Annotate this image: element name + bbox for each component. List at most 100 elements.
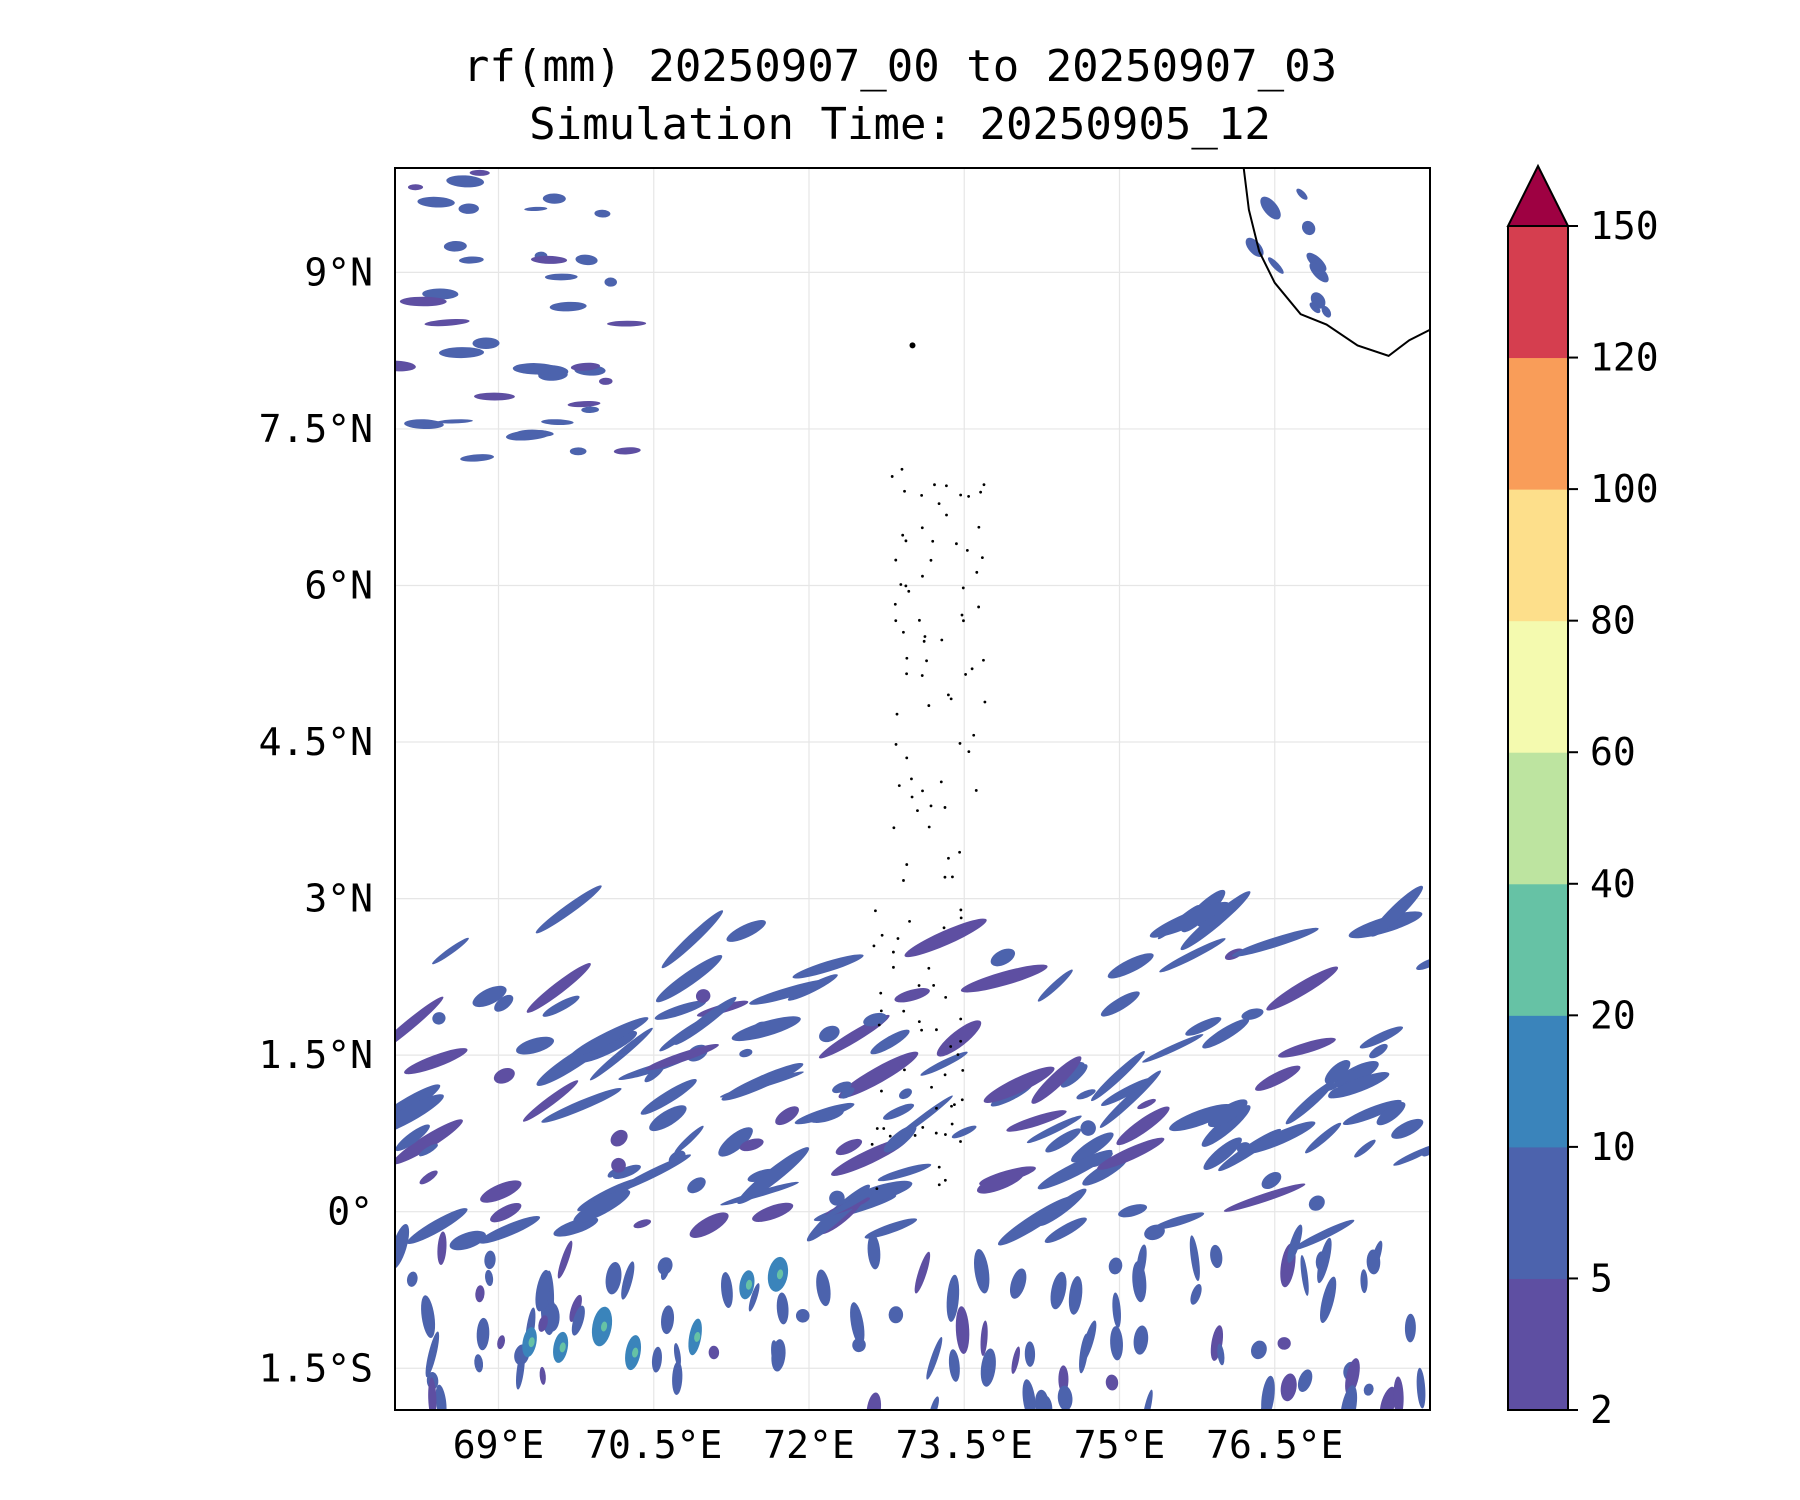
island-dot — [937, 502, 941, 506]
rain-contour — [1258, 1391, 1272, 1410]
rain-contour — [708, 1345, 720, 1360]
lon-tick-label: 69°E — [453, 1423, 545, 1467]
rain-contour — [1363, 1383, 1374, 1396]
rain-contour — [1185, 1017, 1222, 1036]
rain-contour — [748, 1283, 760, 1312]
island-dot — [944, 995, 948, 999]
rain-contour — [877, 1163, 932, 1182]
rain-contour — [1370, 885, 1424, 937]
island-dot — [909, 342, 916, 349]
island-dot — [920, 526, 924, 530]
island-dot — [879, 1009, 883, 1013]
title-line-2: Simulation Time: 20250905_12 — [529, 99, 1271, 150]
rain-contour — [1026, 1115, 1082, 1144]
colorbar-tick-label: 150 — [1590, 204, 1659, 248]
rain-contour — [661, 910, 724, 969]
island-dot — [950, 1122, 954, 1126]
island-dot — [916, 809, 919, 813]
rain-contour — [1009, 1268, 1027, 1299]
island-dot — [921, 574, 924, 578]
rain-contour — [475, 1285, 485, 1303]
colorbar-tick-label: 120 — [1590, 336, 1659, 380]
rain-contour — [607, 320, 647, 327]
rain-contour — [739, 1138, 764, 1152]
island-dot — [945, 484, 948, 488]
island-dot — [890, 475, 894, 478]
rainfall-field — [395, 169, 1430, 1410]
island-dot — [962, 619, 965, 623]
island-dot — [961, 1068, 965, 1072]
rain-contour — [819, 1025, 840, 1043]
island-dot — [913, 1134, 917, 1137]
island-dot — [929, 558, 933, 562]
rain-contour — [474, 1354, 484, 1373]
rain-contour — [1360, 1269, 1368, 1294]
rain-contour — [739, 1048, 753, 1058]
island-dot — [959, 1017, 963, 1021]
rain-contour — [485, 1269, 494, 1287]
rain-contour — [395, 996, 444, 1056]
island-dot — [982, 658, 985, 662]
island-dot — [927, 704, 931, 707]
rain-contour — [1277, 1337, 1291, 1350]
rain-contour — [673, 1343, 681, 1367]
rain-contour — [1100, 1077, 1152, 1107]
rain-contour — [573, 1189, 631, 1224]
rain-contour — [469, 169, 490, 176]
colorbar-segment — [1508, 620, 1568, 753]
rain-contour — [1246, 1121, 1316, 1154]
island-dot — [958, 850, 961, 854]
rain-contour — [437, 1231, 447, 1266]
colorbar-segment — [1508, 226, 1568, 359]
rain-contour — [436, 419, 473, 424]
rain-contour — [1300, 1254, 1309, 1296]
island-dot — [953, 1103, 956, 1107]
colorbar-tick-label: 40 — [1590, 862, 1636, 906]
rain-contour — [1309, 262, 1329, 283]
rain-contour — [1404, 1313, 1416, 1343]
lon-tick-label: 76.5°E — [1206, 1423, 1343, 1467]
rain-contour — [406, 1208, 468, 1245]
lat-tick-label: 0° — [327, 1190, 373, 1234]
colorbar-segment — [1508, 883, 1568, 1016]
rain-contour — [883, 1103, 915, 1120]
rain-contour — [1328, 1072, 1390, 1099]
rain-contour — [1292, 1219, 1355, 1251]
island-dot — [935, 1028, 938, 1032]
rain-contour — [1112, 1292, 1121, 1328]
rain-contour — [522, 1080, 579, 1122]
rain-contour — [542, 995, 580, 1017]
rain-contour — [543, 1302, 560, 1332]
island-dot — [959, 493, 963, 497]
rain-contour — [407, 184, 424, 191]
colorbar-segment — [1508, 752, 1568, 885]
rain-contour — [1296, 188, 1308, 200]
rain-contour — [840, 1087, 855, 1099]
rain-contour — [1076, 1089, 1096, 1100]
island-dot — [879, 991, 883, 995]
rain-contour — [883, 1125, 917, 1153]
rain-contour — [432, 937, 469, 965]
rain-contour — [1324, 1059, 1351, 1085]
rain-contour — [929, 1396, 939, 1410]
rain-contour — [1393, 1376, 1404, 1410]
island-dot — [933, 483, 936, 487]
rain-contour — [438, 347, 485, 359]
island-dot — [923, 635, 927, 638]
lat-tick-label: 4.5°N — [259, 720, 373, 764]
rain-contour — [571, 1305, 585, 1336]
rain-contour — [1133, 1325, 1149, 1355]
rain-contour — [404, 419, 444, 430]
rain-contour — [1319, 1276, 1337, 1324]
rain-contour — [567, 401, 601, 408]
island-dot — [980, 556, 984, 560]
rain-contour — [1210, 1244, 1223, 1269]
rain-contour — [687, 1177, 706, 1194]
gridlines — [395, 168, 1430, 1410]
rain-contour — [654, 1000, 707, 1020]
latitude-ticks: 9°N 7.5°N 6°N 4.5°N 3°N 1.5°N 0° 1.5°S — [259, 250, 373, 1390]
island-dot — [893, 602, 897, 606]
rain-contour — [920, 1051, 968, 1076]
island-dot — [960, 1098, 964, 1102]
rain-contour — [604, 277, 617, 287]
